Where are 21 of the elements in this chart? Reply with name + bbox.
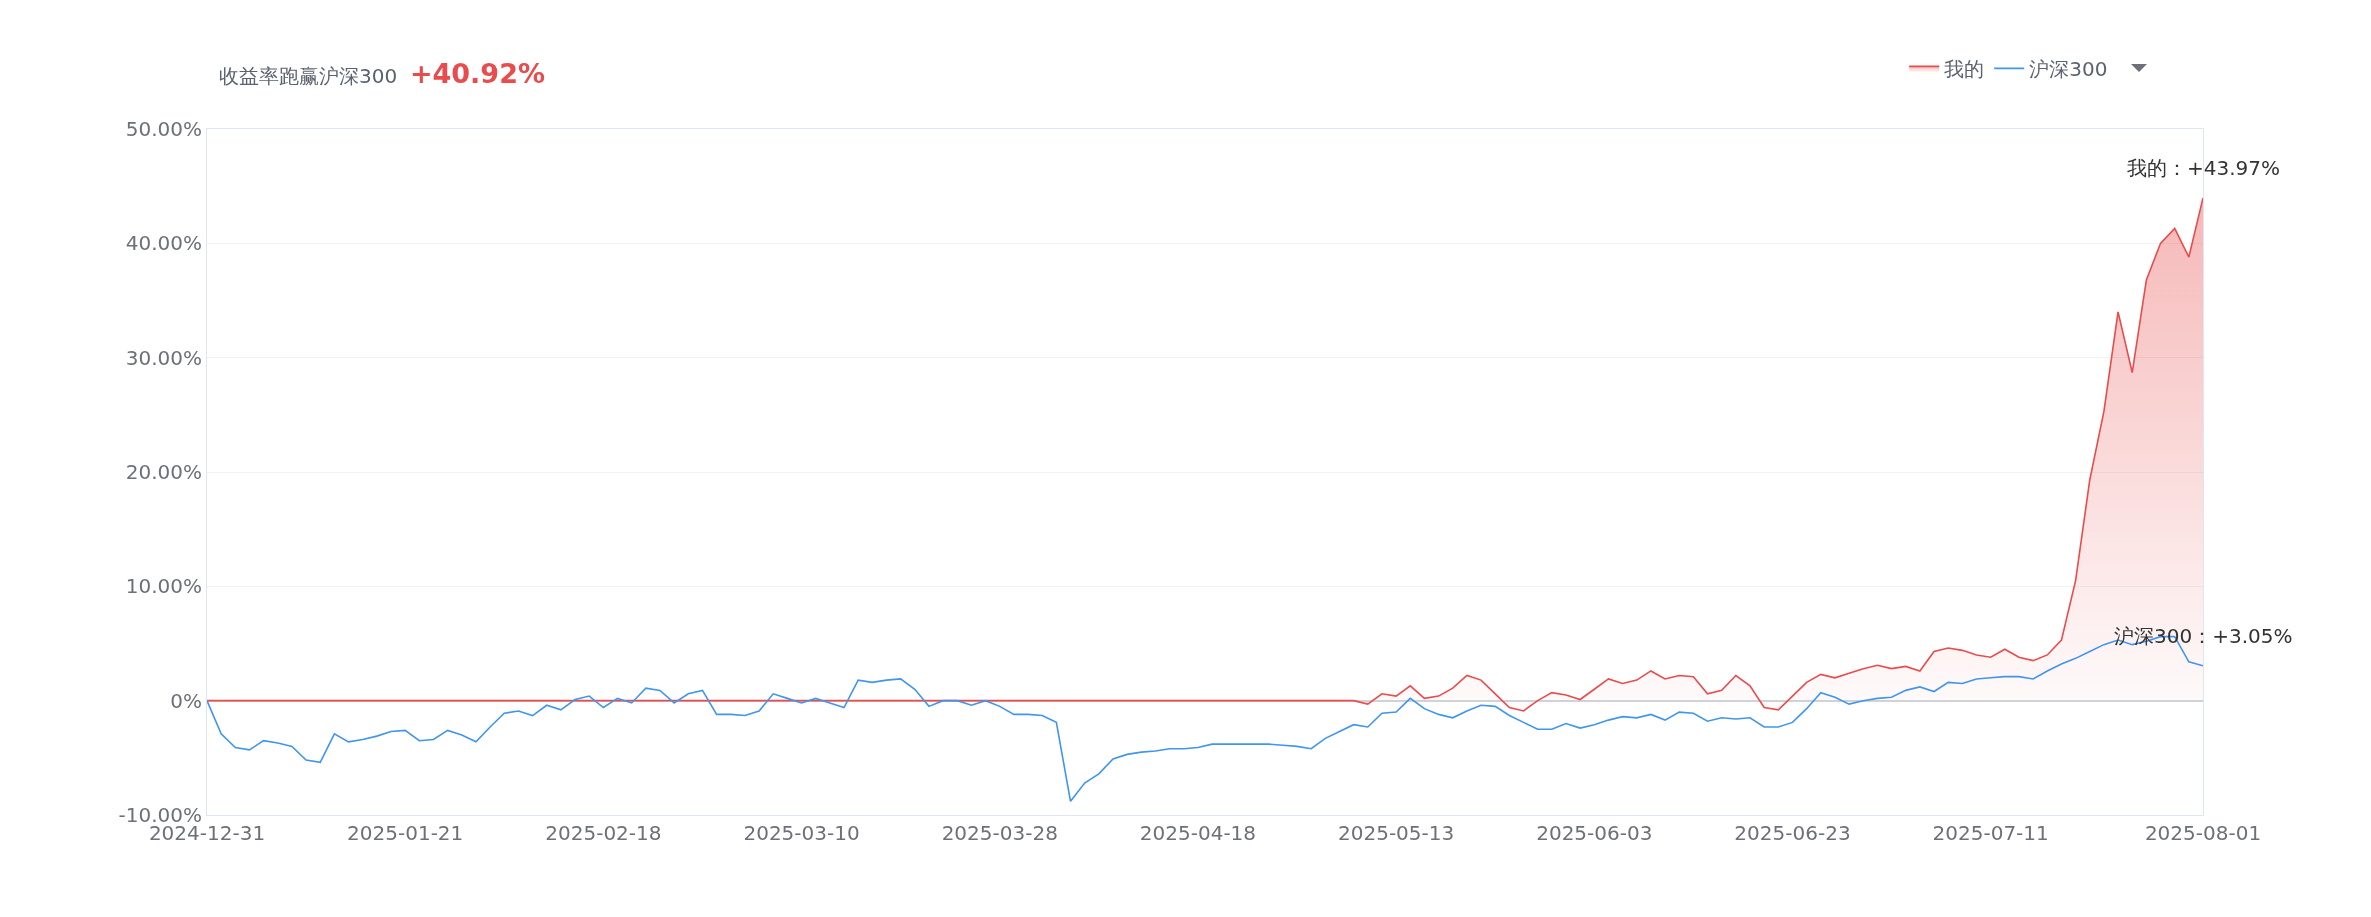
y-tick-label: 30.00%	[125, 345, 202, 370]
y-tick-label: 10.00%	[125, 574, 202, 599]
x-tick-label: 2025-04-18	[1139, 821, 1257, 845]
chart-title: 收益率跑赢沪深300	[219, 64, 398, 88]
y-tick-label: 20.00%	[125, 460, 202, 484]
x-tick-label: 2025-05-13	[1337, 821, 1455, 845]
x-tick-label: 2025-06-03	[1536, 821, 1653, 845]
legend-label: 我的	[1944, 57, 1985, 82]
x-tick-label: 2025-03-28	[941, 821, 1058, 845]
y-tick-label: 50.00%	[125, 117, 202, 141]
y-tick-label: 0%	[170, 688, 202, 713]
legend-label: 沪深300	[2029, 57, 2108, 82]
chart-subtitle: +40.92%	[409, 58, 545, 89]
annotation: 我的：+43.97%	[2127, 156, 2281, 180]
y-tick-label: 40.00%	[125, 231, 202, 256]
x-tick-label: 2025-06-23	[1734, 821, 1851, 845]
x-tick-label: 2025-01-21	[347, 821, 464, 845]
x-tick-label: 2025-07-11	[1932, 821, 2049, 845]
x-tick-label: 2025-08-01	[2144, 821, 2262, 845]
x-tick-label: 2025-02-18	[545, 821, 662, 845]
x-tick-label: 2025-03-10	[743, 821, 860, 845]
